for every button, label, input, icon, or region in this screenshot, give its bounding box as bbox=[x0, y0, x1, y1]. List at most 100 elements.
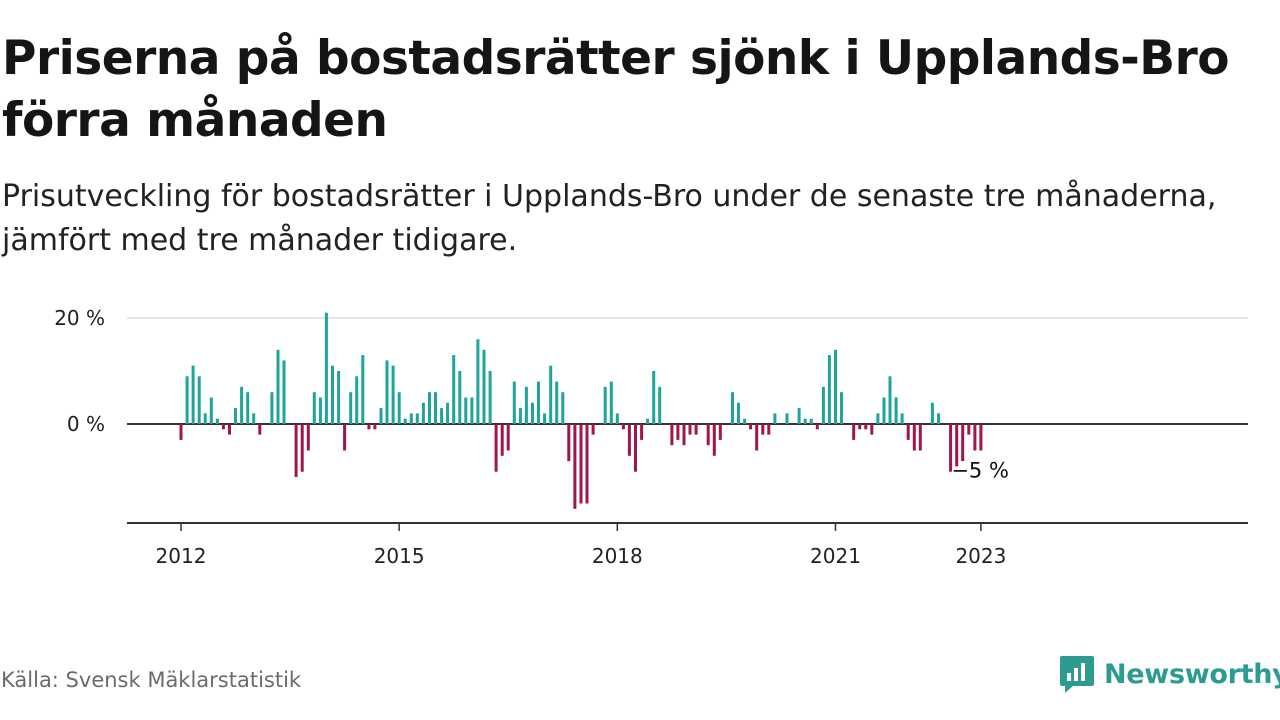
bar-positive bbox=[234, 408, 237, 424]
bar-positive bbox=[282, 360, 286, 424]
bar-negative bbox=[755, 424, 759, 451]
bar-negative bbox=[870, 424, 874, 435]
bar-negative bbox=[221, 424, 225, 430]
bar-positive bbox=[215, 418, 219, 424]
bar-positive bbox=[531, 402, 534, 424]
bar-positive bbox=[361, 355, 365, 424]
bar-positive bbox=[434, 392, 437, 424]
bar-negative bbox=[676, 424, 680, 440]
bar-negative bbox=[749, 424, 753, 430]
brand-name: Newsworthy bbox=[1104, 658, 1280, 690]
bar-negative bbox=[973, 424, 977, 451]
bar-positive bbox=[900, 413, 904, 424]
bar-positive bbox=[834, 349, 837, 424]
bar-positive bbox=[609, 381, 613, 424]
bar-positive bbox=[827, 355, 831, 424]
bar-chart: 20 % 0 % 2012 2015 2018 2021 2023 −5 % bbox=[54, 306, 1248, 568]
bar-positive bbox=[512, 381, 516, 424]
bar-positive bbox=[452, 355, 456, 424]
chart-title: Priserna på bostadsrätter sjönk i Upplan… bbox=[2, 31, 1230, 148]
bar-positive bbox=[185, 376, 189, 424]
bar-positive bbox=[658, 386, 662, 424]
bar-positive bbox=[821, 386, 825, 424]
bar-positive bbox=[458, 371, 462, 424]
bar-positive bbox=[331, 365, 334, 424]
bar-positive bbox=[731, 392, 734, 424]
bar-positive bbox=[882, 397, 886, 424]
bar-positive bbox=[476, 339, 480, 424]
bar-positive bbox=[379, 408, 383, 424]
bar-negative bbox=[621, 424, 625, 430]
bar-negative bbox=[961, 424, 965, 462]
bar-positive bbox=[197, 376, 201, 424]
bar-negative bbox=[979, 424, 983, 451]
bar-positive bbox=[464, 397, 468, 424]
bar-positive bbox=[270, 392, 274, 424]
bar-negative bbox=[864, 424, 868, 430]
bar-positive bbox=[524, 386, 528, 424]
end-value-label: −5 % bbox=[951, 459, 1009, 483]
bar-positive bbox=[191, 365, 195, 424]
bar-negative bbox=[640, 424, 644, 440]
bar-negative bbox=[761, 424, 765, 435]
bar-positive bbox=[894, 397, 898, 424]
bar-negative bbox=[294, 424, 298, 477]
bar-negative bbox=[228, 424, 231, 435]
x-tick-label: 2012 bbox=[156, 544, 207, 568]
bar-positive bbox=[652, 371, 656, 424]
bar-positive bbox=[785, 413, 789, 424]
bar-positive bbox=[797, 408, 801, 424]
bar-positive bbox=[888, 376, 892, 424]
bar-positive bbox=[391, 365, 395, 424]
bar-positive bbox=[203, 413, 207, 424]
bar-negative bbox=[712, 424, 716, 456]
bar-negative bbox=[573, 424, 577, 509]
bar-negative bbox=[258, 424, 262, 435]
source-note: Källa: Svensk Mäklarstatistik bbox=[1, 668, 302, 692]
bar-positive bbox=[415, 413, 419, 424]
bar-negative bbox=[906, 424, 910, 440]
bars-layer bbox=[179, 312, 983, 509]
bar-positive bbox=[446, 402, 450, 424]
bar-positive bbox=[840, 392, 843, 424]
bar-positive bbox=[937, 413, 940, 424]
bar-negative bbox=[494, 424, 498, 472]
bar-negative bbox=[306, 424, 310, 451]
bar-positive bbox=[397, 392, 401, 424]
chart-subtitle: Prisutveckling för bostadsrätter i Uppla… bbox=[2, 179, 1217, 258]
x-tick-label: 2021 bbox=[810, 544, 861, 568]
bar-negative bbox=[500, 424, 504, 456]
bar-negative bbox=[670, 424, 674, 446]
y-tick-label: 0 % bbox=[67, 412, 105, 436]
brand-logo[interactable]: Newsworthy bbox=[1059, 654, 1280, 694]
bar-positive bbox=[240, 386, 244, 424]
bar-positive bbox=[337, 371, 341, 424]
bar-negative bbox=[179, 424, 183, 440]
bar-positive bbox=[646, 418, 650, 424]
bar-positive bbox=[482, 349, 486, 424]
bar-negative bbox=[767, 424, 771, 435]
bar-positive bbox=[246, 392, 250, 424]
bar-negative bbox=[343, 424, 347, 451]
bar-negative bbox=[579, 424, 583, 504]
bar-negative bbox=[591, 424, 595, 435]
bar-positive bbox=[803, 418, 807, 424]
bar-negative bbox=[852, 424, 856, 440]
bar-negative bbox=[918, 424, 922, 451]
bar-positive bbox=[876, 413, 880, 424]
y-tick-label: 20 % bbox=[54, 306, 105, 330]
bar-positive bbox=[421, 402, 425, 424]
bar-positive bbox=[543, 413, 547, 424]
grid-layer bbox=[127, 317, 1248, 425]
bar-negative bbox=[706, 424, 710, 446]
bar-negative bbox=[627, 424, 631, 456]
bar-negative bbox=[682, 424, 686, 446]
bar-negative bbox=[373, 424, 377, 430]
bar-negative bbox=[912, 424, 916, 451]
bar-positive bbox=[385, 360, 389, 424]
bar-negative bbox=[967, 424, 971, 435]
bar-positive bbox=[773, 413, 777, 424]
bar-positive bbox=[561, 392, 565, 424]
bar-positive bbox=[324, 312, 328, 424]
bar-positive bbox=[355, 376, 359, 424]
